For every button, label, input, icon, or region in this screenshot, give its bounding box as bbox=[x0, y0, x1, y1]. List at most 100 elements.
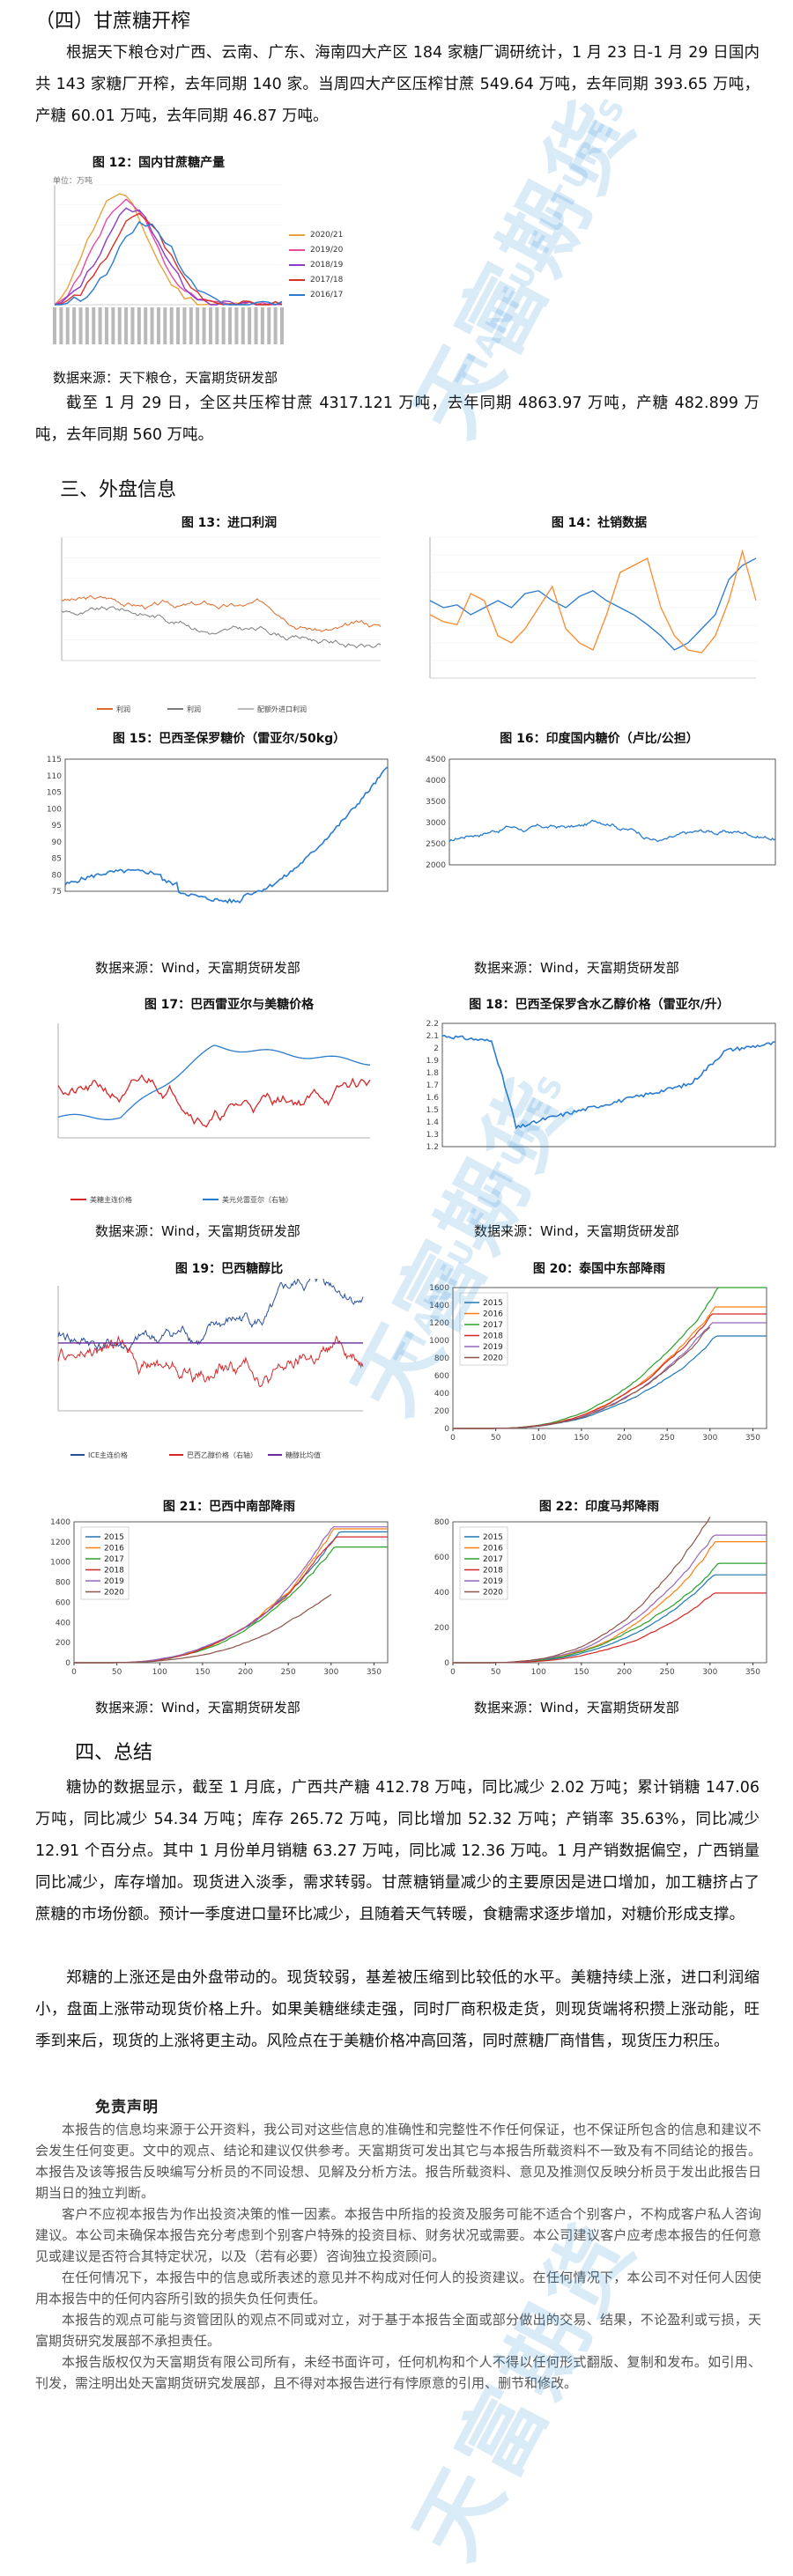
y-tick-label: 0 bbox=[444, 1425, 449, 1434]
y-tick-label: 0 bbox=[65, 1659, 70, 1668]
disclaimer-paragraph: 在任何情况下，本报告中的信息或所表述的意见并不构成对任何人的投资建议。在任何情况… bbox=[35, 2270, 761, 2307]
fig12-date-label-bar bbox=[130, 307, 135, 344]
paragraph-summary-1: 糖协的数据显示，截至 1 月底，广西共产糖 412.78 万吨，同比减少 2.0… bbox=[35, 1779, 760, 1923]
figure-13-chart: 利润 利润 配额外进口利润 bbox=[35, 528, 388, 718]
fig12-series-line bbox=[54, 212, 283, 306]
section-heading-cane-crushing: （四）甘蔗糖开榨 bbox=[35, 11, 191, 33]
plot-frame bbox=[64, 758, 389, 892]
y-tick-label: 600 bbox=[56, 1598, 70, 1607]
legend-label: 2016 bbox=[104, 1545, 124, 1554]
fig12-legend-item: 2017/18 bbox=[289, 272, 359, 287]
x-tick-label: 0 bbox=[450, 1434, 456, 1443]
fig12-date-label-bar bbox=[248, 307, 252, 344]
y-tick-label: 4000 bbox=[426, 777, 446, 786]
y-tick-label: 600 bbox=[434, 1554, 449, 1562]
source-fig12: 数据来源：天下粮仓，天富期货研发部 bbox=[53, 370, 278, 386]
legend-label: 糖醇比均值 bbox=[285, 1450, 321, 1459]
legend-label: 利润 bbox=[187, 705, 201, 713]
fig12-date-label-bar bbox=[254, 307, 258, 344]
y-tick-label: 95 bbox=[52, 822, 62, 830]
section-heading-external: 三、外盘信息 bbox=[60, 479, 177, 501]
x-tick-label: 150 bbox=[574, 1434, 589, 1443]
y-tick-label: 800 bbox=[434, 1518, 449, 1527]
figure-caption-13: 图 13：进口利润 bbox=[181, 516, 278, 530]
disclaimer-paragraph: 本报告的观点可能与资管团队的观点不同或对立，对于基于本报告全面或部分做出的交易、… bbox=[35, 2312, 761, 2349]
legend-label: 2019/20 bbox=[310, 245, 344, 255]
fig12-legend: 2020/21 2019/20 2018/19 2017/18 2016/17 bbox=[289, 227, 359, 302]
y-tick-label: 85 bbox=[52, 855, 62, 864]
y-tick-label: 80 bbox=[52, 871, 63, 880]
fig12-date-label-bar bbox=[59, 307, 63, 344]
y-tick-label: 75 bbox=[52, 888, 62, 897]
x-tick-label: 200 bbox=[238, 1668, 253, 1677]
fig12-series-line bbox=[54, 193, 283, 306]
x-tick-label: 250 bbox=[660, 1434, 675, 1443]
fig12-date-label-bar bbox=[53, 307, 56, 344]
fig12-series-line bbox=[54, 207, 283, 306]
fig17-series-line bbox=[57, 1074, 371, 1128]
fig12-date-label-bar bbox=[208, 307, 212, 344]
fig12-date-label-bar bbox=[169, 307, 174, 344]
y-tick-label: 3000 bbox=[426, 819, 446, 828]
y-tick-label: 400 bbox=[434, 1589, 449, 1598]
legend-label: 2017 bbox=[104, 1555, 124, 1564]
fig13-svg: 利润 利润 配额外进口利润 bbox=[61, 536, 382, 713]
fig16-svg: 4500 4000 3500 3000 2500 2000 bbox=[426, 756, 776, 870]
fig12-date-label-bar bbox=[150, 307, 154, 344]
legend-box bbox=[459, 1526, 508, 1600]
y-tick-label: 1200 bbox=[50, 1539, 70, 1547]
y-tick-label: 1.6 bbox=[426, 1094, 440, 1103]
disclaimer-title: 免责声明 bbox=[95, 2099, 159, 2116]
fig12-date-label-bar bbox=[280, 307, 284, 344]
x-tick-label: 300 bbox=[702, 1668, 717, 1677]
plot-frame bbox=[448, 758, 776, 866]
fig12-svg bbox=[53, 184, 284, 344]
x-tick-label: 300 bbox=[702, 1434, 717, 1443]
plot-frame bbox=[73, 1521, 389, 1664]
fig12-date-label-bar bbox=[182, 307, 187, 344]
fig22-svg: 800 600 400 200 00 50 100 150 200 250 300 350 2015 20… bbox=[434, 1517, 767, 1677]
fig15-series-line bbox=[64, 766, 389, 904]
legend-swatch bbox=[289, 278, 305, 281]
fig19-series-line bbox=[57, 1335, 364, 1388]
legend-swatch bbox=[289, 233, 305, 236]
y-tick-label: 1.5 bbox=[426, 1106, 439, 1115]
legend-label: 2016/17 bbox=[310, 290, 344, 299]
paragraph-summary-2: 郑糖的上涨还是由外盘带动的。现货较弱，基差被压缩到比较低的水平。美糖持续上涨，进… bbox=[35, 1969, 760, 2050]
legend-box bbox=[459, 1292, 508, 1366]
legend-label: 2019 bbox=[483, 1577, 503, 1586]
y-tick-label: 100 bbox=[47, 805, 62, 814]
fig12-series-line bbox=[54, 198, 283, 306]
fig22svg-series-line bbox=[453, 1517, 711, 1664]
legend-label: 2016 bbox=[483, 1310, 503, 1319]
y-tick-label: 1600 bbox=[429, 1284, 449, 1293]
x-tick-label: 100 bbox=[152, 1668, 167, 1677]
y-tick-label: 200 bbox=[434, 1407, 449, 1416]
y-tick-label: 400 bbox=[434, 1390, 449, 1399]
figure-caption-22: 图 22：印度马邦降雨 bbox=[538, 1500, 660, 1514]
fig20svg-series-line bbox=[453, 1326, 711, 1429]
fig19-series-line bbox=[57, 1279, 364, 1353]
fig18-svg: 2.2 2.1 2 1.9 1.8 1.7 1.6 1.5 1.4 1.3 1.2 bbox=[426, 1020, 776, 1152]
fig12-date-label-bar bbox=[98, 307, 102, 344]
fig12-date-label-bar bbox=[260, 307, 264, 344]
legend-label: 2020 bbox=[104, 1589, 124, 1598]
y-tick-label: 2.2 bbox=[426, 1020, 439, 1029]
x-tick-label: 350 bbox=[745, 1668, 760, 1677]
x-tick-label: 100 bbox=[531, 1668, 546, 1677]
source-fig21: 数据来源：Wind，天富期货研发部 bbox=[95, 1700, 300, 1716]
figure-caption-15: 图 15：巴西圣保罗糖价（雷亚尔/50kg） bbox=[112, 732, 346, 746]
x-tick-label: 100 bbox=[531, 1434, 546, 1443]
x-tick-label: 0 bbox=[450, 1668, 456, 1677]
legend-label: 2020/21 bbox=[310, 230, 344, 240]
y-tick-label: 1.3 bbox=[426, 1131, 439, 1140]
fig12-legend-item: 2019/20 bbox=[289, 242, 359, 257]
legend-label: 2019 bbox=[104, 1577, 124, 1586]
fig12-legend-item: 2016/17 bbox=[289, 287, 359, 302]
y-tick-label: 4500 bbox=[426, 756, 446, 764]
legend-swatch bbox=[289, 263, 305, 266]
y-tick-label: 2000 bbox=[426, 861, 446, 870]
figure-17-chart: 美糖主连价格 美元兑雷亚尔（右轴） bbox=[35, 1015, 396, 1213]
fig12-date-label-bar bbox=[72, 307, 77, 344]
fig12-date-label-bar bbox=[228, 307, 233, 344]
